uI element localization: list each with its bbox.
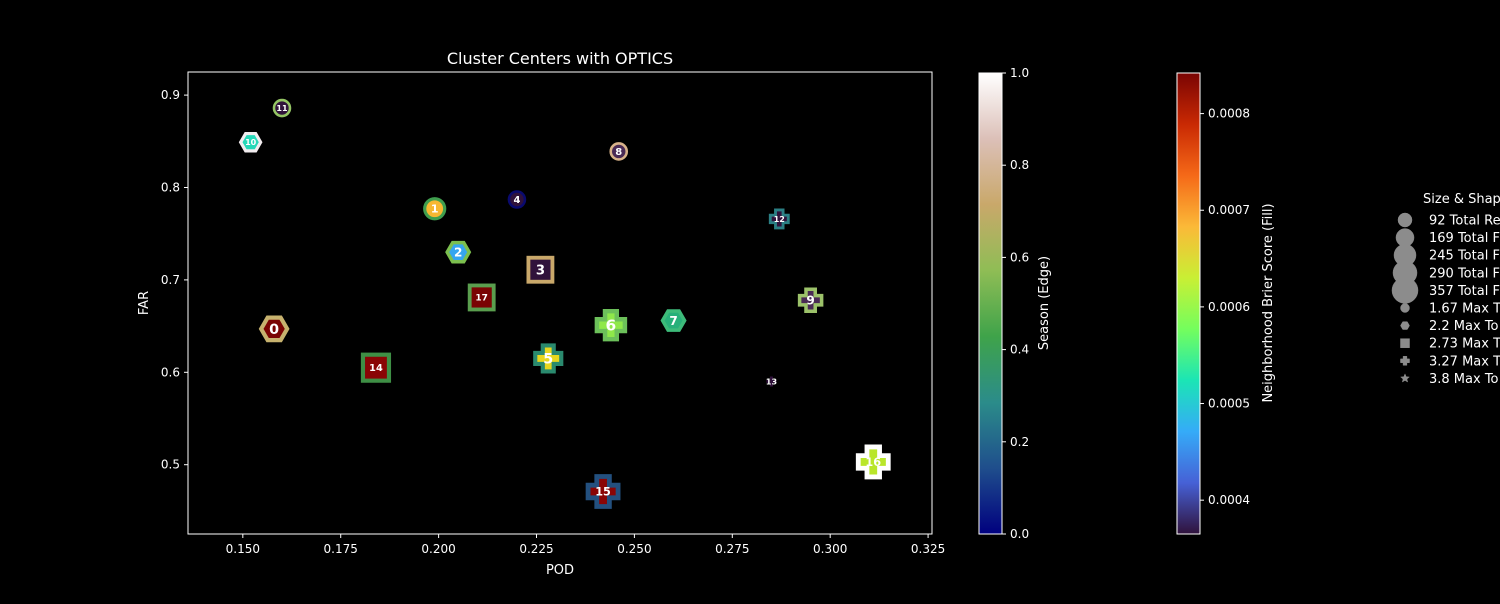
cluster-point: 3 [528,258,552,282]
colorbar-fill-tick-label: 0.0006 [1208,300,1250,314]
legend-label: 245 Total F [1429,249,1500,264]
x-tick-label: 0.225 [519,542,553,556]
cluster-label: 7 [669,314,677,328]
legend: 92 Total Re 169 Total F 245 Total F 290 Tot… [1392,213,1500,387]
x-tick-label: 0.175 [324,542,358,556]
colorbar-fill-tick-label: 0.0004 [1208,493,1250,507]
legend-label: 3.8 Max To [1429,372,1499,387]
cluster-point: 17 [470,285,494,309]
x-tick-label: 0.200 [421,542,455,556]
cluster-label: 8 [615,147,622,158]
colorbar-fill-ticks: 0.0004 0.0005 0.0006 0.0007 0.0008 [1200,107,1250,508]
legend-item: 3.8 Max To [1401,372,1499,387]
legend-item: 3.27 Max T [1401,354,1500,369]
colorbar-edge-tick-label: 0.8 [1010,158,1029,172]
y-axis: 0.5 0.6 0.7 0.8 0.9 [161,88,188,472]
cluster-label: 15 [595,486,611,499]
y-axis-label: FAR [137,291,152,315]
cluster-label: 5 [543,352,553,368]
y-tick-label: 0.9 [161,88,180,102]
legend-label: 290 Total F [1429,266,1500,281]
cluster-point: 2 [447,243,469,262]
cluster-label: 0 [269,322,279,338]
colorbar-edge-label: Season (Edge) [1037,256,1052,350]
y-tick-label: 0.7 [161,273,180,287]
legend-marker [1401,339,1410,348]
colorbar-fill-tick-label: 0.0005 [1208,397,1250,411]
cluster-label: 3 [536,263,545,278]
y-tick-label: 0.5 [161,458,180,472]
cluster-label: 13 [766,377,777,386]
y-tick-label: 0.6 [161,365,180,379]
legend-item: 2.2 Max To [1401,319,1499,334]
legend-marker [1401,322,1410,330]
colorbar-edge [979,73,1002,534]
colorbar-fill-label: Neighborhood Brier Score (Fill) [1261,203,1276,402]
x-tick-label: 0.250 [617,542,651,556]
legend-marker [1396,229,1414,247]
legend-label: 2.73 Max T [1429,337,1500,352]
cluster-label: 12 [774,215,785,224]
x-tick-label: 0.300 [813,542,847,556]
cluster-label: 4 [513,195,520,206]
legend-title: Size & Shap [1423,192,1500,207]
cluster-point: 1 [425,199,445,219]
x-axis-label: POD [546,563,574,578]
legend-label: 1.67 Max T [1429,302,1500,317]
cluster-point: 7 [663,311,685,330]
legend-label: 169 Total F [1429,231,1500,246]
legend-item: 92 Total Re [1398,213,1500,229]
legend-marker [1392,277,1418,303]
cluster-label: 16 [865,456,881,469]
cluster-point: 13 [765,376,777,388]
y-tick-label: 0.8 [161,181,180,195]
cluster-label: 14 [369,363,383,374]
colorbar-edge-ticks: 0.0 0.2 0.4 0.6 0.8 1.0 [1002,66,1029,541]
legend-marker [1398,213,1412,227]
legend-marker [1401,356,1410,365]
legend-marker [1401,304,1410,313]
x-tick-label: 0.275 [715,542,749,556]
cluster-point: 0 [261,318,287,341]
legend-label: 3.27 Max T [1429,354,1500,369]
colorbar-edge-tick-label: 1.0 [1010,66,1029,80]
cluster-point: 4 [509,192,525,208]
cluster-point: 10 [241,134,261,151]
cluster-point: 14 [363,355,389,381]
cluster-label: 11 [276,104,288,113]
legend-label: 2.2 Max To [1429,319,1499,334]
legend-item: 2.73 Max T [1401,337,1500,352]
x-axis: 0.150 0.175 0.200 0.225 0.250 0.275 0.300 0.325 [226,534,946,556]
colorbar-edge-tick-label: 0.6 [1010,250,1029,264]
colorbar-edge-tick-label: 0.4 [1010,343,1029,357]
x-tick-label: 0.325 [911,542,945,556]
cluster-label: 10 [245,138,257,147]
colorbar-fill-tick-label: 0.0008 [1208,107,1250,121]
chart-title: Cluster Centers with OPTICS [447,49,673,68]
cluster-label: 2 [454,246,462,260]
cluster-label: 17 [475,294,488,304]
colorbar-edge-tick-label: 0.2 [1010,435,1029,449]
cluster-point: 8 [611,143,627,159]
legend-item: 1.67 Max T [1401,302,1500,317]
colorbar-fill-tick-label: 0.0007 [1208,203,1250,217]
legend-marker [1401,374,1410,382]
x-tick-label: 0.150 [226,542,260,556]
legend-item: 169 Total F [1396,229,1500,247]
legend-label: 92 Total Re [1429,214,1500,229]
cluster-point: 11 [274,100,290,116]
legend-label: 357 Total F [1429,284,1500,299]
cluster-label: 6 [606,317,617,335]
cluster-label: 9 [806,294,814,308]
colorbar-edge-tick-label: 0.0 [1010,527,1029,541]
cluster-label: 1 [431,203,439,216]
colorbar-fill [1177,73,1200,534]
